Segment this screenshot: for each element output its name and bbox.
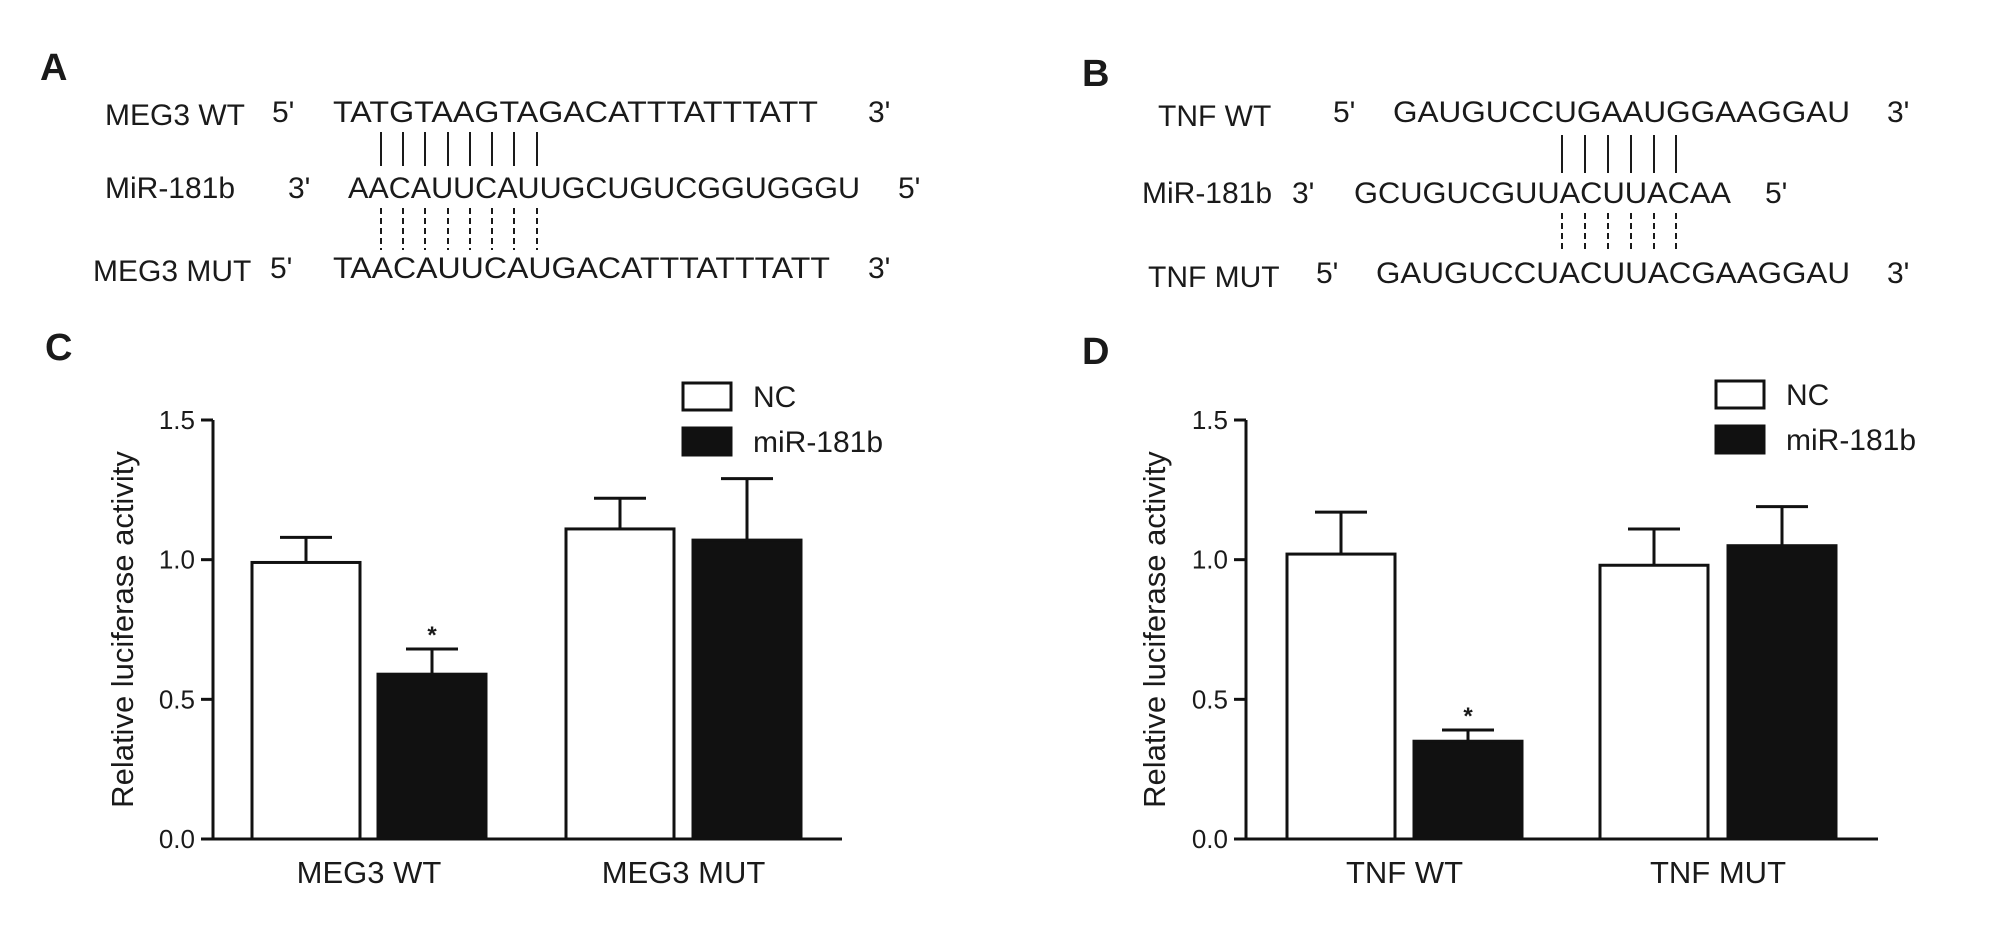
seq-b-row2-sequence: GCUGUCGUUACUUACAA [1354, 177, 1731, 210]
seq-b-pairing-lines [1561, 135, 1677, 173]
seq-b-row3-left-end: 5' [1316, 257, 1338, 290]
chart-c-legend-label: NC [753, 381, 796, 414]
seq-b-row3-name: TNF MUT [1148, 261, 1280, 294]
panel-b: B TNF WT 5' GAUGUCCUGAAUGGAAGGAU 3' MiR-… [1082, 53, 1909, 294]
chart-c-y-tick-label: 1.0 [159, 545, 195, 575]
seq-b-row3-sequence: GAUGUCCUACUUACGAAGGAU [1376, 257, 1850, 290]
chart-d-bar [1598, 563, 1710, 841]
seq-a-row2-name: MiR-181b [105, 172, 235, 205]
chart-c-legend-label: miR-181b [753, 426, 883, 459]
chart-d-bar [1726, 544, 1838, 841]
seq-a-mutant-lines [380, 208, 538, 250]
panel-label-b: B [1082, 53, 1109, 95]
chart-d-legend-swatch [1714, 379, 1766, 410]
chart-c-bar [564, 527, 676, 841]
chart-d-significance-marker: * [1463, 703, 1473, 730]
panel-label-c: C [45, 327, 72, 369]
chart-d-category-label: TNF WT [1346, 855, 1463, 890]
chart-d-legend-swatch [1714, 424, 1766, 455]
chart-c-legend-swatch [681, 381, 733, 412]
chart-d-y-tick-label: 0.0 [1192, 824, 1228, 854]
chart-c-category-label: MEG3 WT [297, 855, 442, 890]
seq-b-mutant-lines [1561, 213, 1677, 253]
seq-b-row3-right-end: 3' [1887, 257, 1909, 290]
chart-d-y-tick-label: 1.0 [1192, 545, 1228, 575]
seq-a-row1-right-end: 3' [868, 96, 890, 129]
chart-c-significance-marker: * [427, 622, 437, 649]
seq-a-row3-name: MEG3 MUT [93, 255, 251, 288]
chart-c-bar [376, 672, 488, 841]
panel-label-d: D [1082, 331, 1109, 373]
chart-d-y-tick-label: 0.5 [1192, 684, 1228, 714]
seq-a-row2-right-end: 5' [898, 172, 920, 205]
seq-b-row1-sequence: GAUGUCCUGAAUGGAAGGAU [1393, 96, 1850, 129]
chart-c-category-label: MEG3 MUT [602, 855, 766, 890]
seq-a-row1-name: MEG3 WT [105, 99, 245, 132]
bar-chart-c: 0.0 0.5 1.0 1.5 Relative luciferase activity… [105, 381, 883, 890]
seq-a-row3-right-end: 3' [868, 252, 890, 285]
seq-a-row3-sequence: TAACAUUCAUGACATTTATTTATT [333, 252, 830, 285]
seq-a-pairing-lines [380, 132, 538, 166]
chart-d-legend-label: miR-181b [1786, 424, 1916, 457]
seq-b-row2-left-end: 3' [1292, 177, 1314, 210]
seq-b-row2-name: MiR-181b [1142, 177, 1272, 210]
chart-d-category-label: TNF MUT [1650, 855, 1786, 890]
seq-b-row2-right-end: 5' [1765, 177, 1787, 210]
chart-c-bar [250, 560, 362, 841]
bar-chart-d: 0.0 0.5 1.0 1.5 Relative luciferase activity… [1137, 379, 1916, 890]
seq-b-row1-name: TNF WT [1158, 100, 1271, 133]
seq-b-row1-left-end: 5' [1333, 96, 1355, 129]
seq-a-row1-sequence: TATGTAAGTAGACATTTATTTATT [333, 96, 818, 129]
chart-d-bar [1285, 552, 1397, 841]
chart-c-y-tick-label: 0.5 [159, 684, 195, 714]
seq-a-row3-left-end: 5' [270, 252, 292, 285]
chart-c-bar [691, 538, 803, 841]
panel-a: A MEG3 WT 5' TATGTAAGTAGACATTTATTTATT 3'… [40, 47, 920, 288]
panel-label-a: A [40, 47, 67, 89]
chart-c-y-axis-label: Relative luciferase activity [105, 451, 140, 808]
chart-d-y-tick-label: 1.5 [1192, 405, 1228, 435]
chart-c-y-tick-label: 1.5 [159, 405, 195, 435]
seq-b-row1-right-end: 3' [1887, 96, 1909, 129]
chart-d-legend-label: NC [1786, 379, 1829, 412]
chart-c-y-tick-label: 0.0 [159, 824, 195, 854]
chart-d-bar [1412, 739, 1524, 841]
chart-c-legend-swatch [681, 426, 733, 457]
chart-d-y-axis-label: Relative luciferase activity [1137, 451, 1172, 808]
seq-a-row1-left-end: 5' [272, 96, 294, 129]
seq-a-row2-left-end: 3' [288, 172, 310, 205]
seq-a-row2-sequence: AACAUUCAUUGCUGUCGGUGGGU [348, 172, 860, 205]
